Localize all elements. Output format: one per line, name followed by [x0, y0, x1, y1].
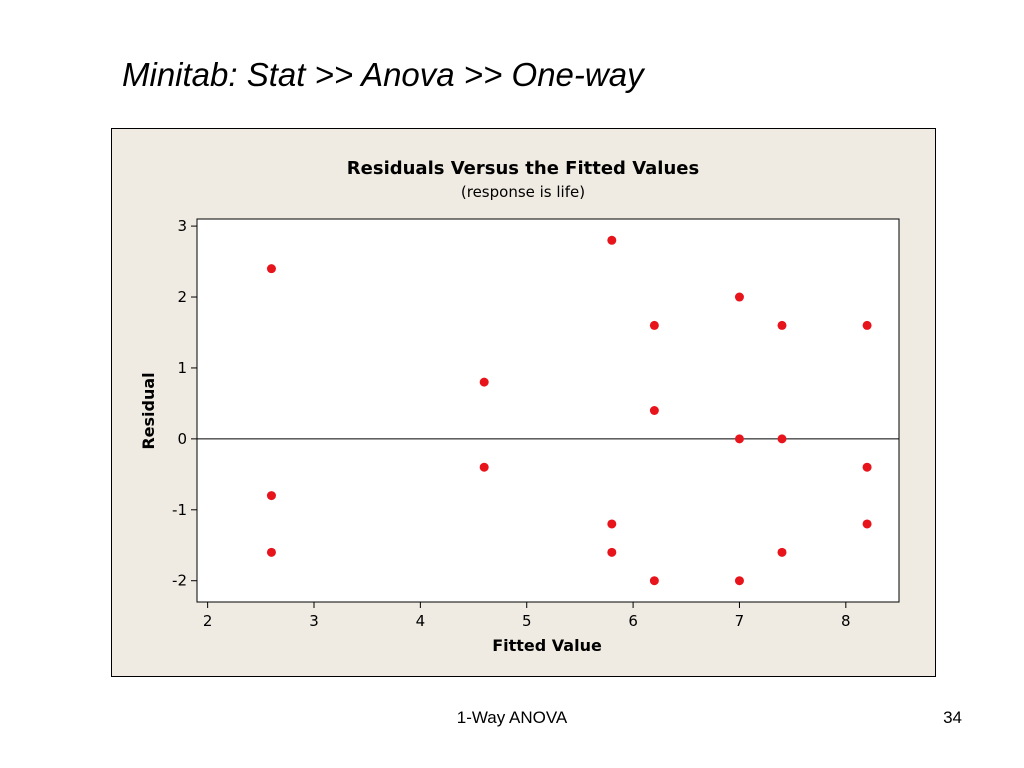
y-tick-label: -2	[172, 572, 187, 590]
data-point	[777, 547, 787, 557]
data-point	[734, 576, 744, 586]
chart-frame: Residuals Versus the Fitted Values (resp…	[111, 128, 936, 677]
x-tick-label: 6	[628, 612, 638, 630]
data-point	[649, 320, 659, 330]
x-tick-label: 4	[416, 612, 426, 630]
plot-area	[196, 218, 900, 603]
x-tick-label: 7	[735, 612, 745, 630]
y-tick-label: 2	[177, 288, 187, 306]
y-tick-label: 0	[177, 430, 187, 448]
y-tick-label: -1	[172, 501, 187, 519]
slide-title: Minitab: Stat >> Anova >> One-way	[122, 56, 644, 93]
x-axis-label: Fitted Value	[492, 636, 602, 655]
data-point	[734, 434, 744, 444]
y-axis-label: Residual	[139, 372, 158, 449]
data-point	[862, 320, 872, 330]
data-point	[266, 264, 276, 274]
data-point	[266, 491, 276, 501]
x-tick-label: 5	[522, 612, 532, 630]
data-point	[862, 462, 872, 472]
data-point	[479, 377, 489, 387]
x-tick-label: 2	[203, 612, 213, 630]
y-tick-label: 3	[177, 217, 187, 235]
footer-label: 1-Way ANOVA	[456, 708, 568, 727]
data-point	[479, 462, 489, 472]
data-point	[862, 519, 872, 529]
data-point	[266, 547, 276, 557]
chart-subtitle: (response is life)	[461, 183, 585, 201]
data-point	[777, 320, 787, 330]
data-point	[607, 519, 617, 529]
data-point	[649, 576, 659, 586]
residuals-scatter-chart: Residuals Versus the Fitted Values (resp…	[139, 158, 900, 655]
data-point	[607, 547, 617, 557]
data-point	[649, 406, 659, 415]
x-tick-label: 3	[309, 612, 319, 630]
x-tick-label: 8	[841, 612, 851, 630]
chart-title: Residuals Versus the Fitted Values	[347, 158, 699, 179]
data-point	[607, 235, 617, 245]
y-tick-label: 1	[177, 359, 187, 377]
data-point	[777, 434, 787, 444]
data-point	[734, 292, 744, 302]
page-number: 34	[943, 708, 962, 727]
